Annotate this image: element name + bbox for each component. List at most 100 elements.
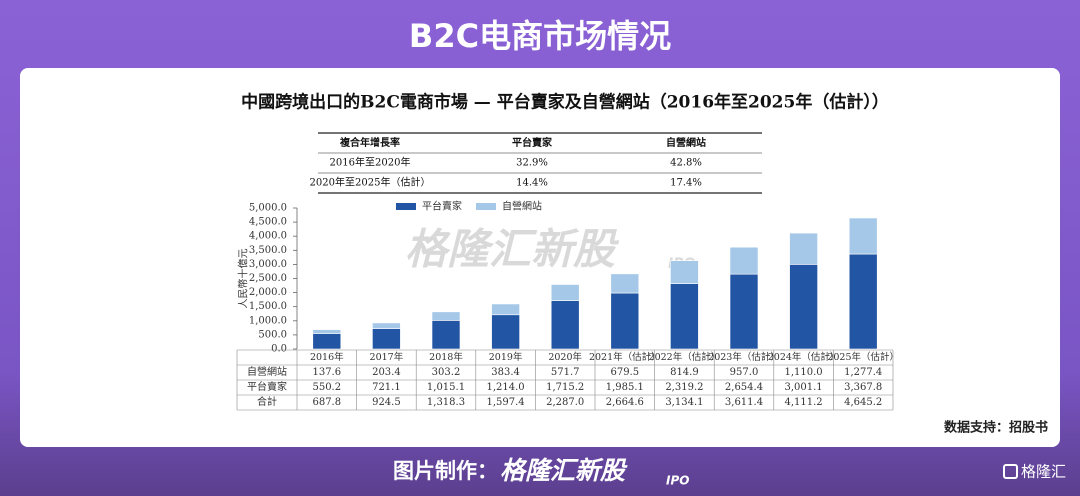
data-table-cell: 1,015.1 xyxy=(427,382,465,393)
footer-brand: 格隆汇新股 xyxy=(500,456,628,485)
y-tick-label: 2,000.0 xyxy=(249,287,287,298)
bar-segment xyxy=(491,303,520,316)
data-table-cell: 924.5 xyxy=(372,397,401,408)
data-table-cell: 679.5 xyxy=(610,367,639,378)
data-table-cell: 2,654.4 xyxy=(725,382,763,393)
data-table-cell: 4,645.2 xyxy=(844,397,882,408)
data-table-cell: 1,715.2 xyxy=(546,382,584,393)
bar-segment xyxy=(610,273,640,294)
source-note: 数据支持：招股书 xyxy=(944,420,1048,436)
bar-segment xyxy=(670,283,699,350)
x-tick-label: 2017年 xyxy=(370,351,404,363)
legend-label: 平台賣家 xyxy=(422,200,462,213)
bar-segment xyxy=(789,264,818,350)
bar-segment xyxy=(550,284,580,301)
data-table-cell: 3,134.1 xyxy=(665,397,703,408)
y-tick-label: 500.0 xyxy=(258,329,287,340)
data-table-cell: 3,367.8 xyxy=(844,382,882,393)
x-tick-label: 2020年 xyxy=(548,351,582,363)
data-table-cell: 814.9 xyxy=(670,367,699,378)
data-table-cell: 2,287.0 xyxy=(546,397,584,408)
bar-segment xyxy=(312,333,342,350)
footer-tag: IPO xyxy=(666,474,689,488)
cagr-header: 自營網站 xyxy=(666,136,706,149)
x-tick-label: 2024年（估計） xyxy=(768,351,840,363)
logo-text: 格隆汇 xyxy=(1021,463,1066,481)
bar-segment xyxy=(670,260,699,284)
cagr-cell: 2016年至2020年 xyxy=(330,156,411,169)
x-tick-label: 2019年 xyxy=(489,351,523,363)
logo-icon xyxy=(1003,464,1018,479)
data-table-cell: 137.6 xyxy=(312,367,341,378)
data-table-cell: 687.8 xyxy=(312,397,341,408)
chart-title: 中國跨境出口的B2C電商市場 — 平台賣家及自營網站（2016年至2025年（估… xyxy=(241,92,889,113)
cagr-cell: 17.4% xyxy=(670,178,702,189)
bar-segment xyxy=(729,246,759,275)
bar-segment xyxy=(491,314,520,350)
cagr-cell: 2020年至2025年（估計） xyxy=(310,176,431,189)
y-tick-label: 5,000.0 xyxy=(249,203,287,214)
bar-segment xyxy=(729,273,759,350)
y-tick-label: 1,000.0 xyxy=(249,315,287,326)
cagr-cell: 32.9% xyxy=(516,158,548,169)
card xyxy=(20,68,1060,447)
y-tick-label: 2,500.0 xyxy=(249,273,287,284)
bar-segment xyxy=(431,311,461,321)
data-table-cell: 383.4 xyxy=(491,367,520,378)
data-table-cell: 1,277.4 xyxy=(844,367,882,378)
y-tick-label: 3,000.0 xyxy=(249,259,287,270)
data-table-cell: 1,318.3 xyxy=(427,397,465,408)
y-tick-label: 4,500.0 xyxy=(249,217,287,228)
data-table-cell: 2,319.2 xyxy=(665,382,703,393)
bar-segment xyxy=(372,322,401,329)
data-table-cell: 303.2 xyxy=(432,367,461,378)
data-table-cell: 1,110.0 xyxy=(785,367,823,378)
data-table-cell: 3,611.4 xyxy=(725,397,763,408)
data-table-cell: 721.1 xyxy=(372,382,401,393)
cagr-header: 複合年增長率 xyxy=(339,136,400,149)
bar-segment xyxy=(848,217,878,255)
bar-segment xyxy=(431,320,461,350)
watermark: 格隆汇新股 IPO xyxy=(405,225,695,274)
x-tick-label: 2016年 xyxy=(310,351,344,363)
y-tick-label: 3,500.0 xyxy=(249,245,287,256)
bar-segment xyxy=(610,292,640,350)
data-table-row-name: 自營網站 xyxy=(247,365,287,378)
y-axis-label: 人民幣十億元 xyxy=(237,249,250,309)
cagr-cell: 42.8% xyxy=(670,158,702,169)
data-table-row-name: 平台賣家 xyxy=(247,380,287,393)
x-tick-label: 2025年（估計） xyxy=(827,351,899,363)
bar-segment xyxy=(848,253,878,350)
x-tick-label: 2023年（估計） xyxy=(708,351,780,363)
cagr-cell: 14.4% xyxy=(516,178,548,189)
data-table-cell: 957.0 xyxy=(730,367,759,378)
data-table-cell: 3,001.1 xyxy=(785,382,823,393)
header-title: B2C电商市场情况 xyxy=(409,17,671,55)
data-table-cell: 203.4 xyxy=(372,367,401,378)
watermark-brand: 格隆汇新股 xyxy=(405,225,620,274)
x-tick-label: 2022年（估計） xyxy=(649,351,721,363)
x-tick-label: 2021年（估計） xyxy=(589,351,661,363)
y-tick-label: 4,000.0 xyxy=(249,231,287,242)
legend-label: 自營網站 xyxy=(502,200,542,213)
x-tick-label: 2018年 xyxy=(429,351,463,363)
data-table-cell: 2,664.6 xyxy=(606,397,644,408)
legend-swatch xyxy=(476,203,496,210)
data-table-cell: 1,214.0 xyxy=(487,382,525,393)
bar-segment xyxy=(372,328,401,350)
data-table-row-name: 合計 xyxy=(257,395,277,408)
data-table-cell: 1,985.1 xyxy=(606,382,644,393)
footer-label: 图片制作： xyxy=(393,459,498,483)
legend-swatch xyxy=(396,203,416,210)
bar-segment xyxy=(312,329,342,334)
cagr-header: 平台賣家 xyxy=(512,136,553,149)
y-tick-label: 0.0 xyxy=(271,344,287,355)
data-table-cell: 4,111.2 xyxy=(785,397,823,408)
data-table-cell: 550.2 xyxy=(312,382,341,393)
bar-segment xyxy=(550,300,580,350)
bar-segment xyxy=(789,232,818,265)
data-table-cell: 571.7 xyxy=(551,367,580,378)
y-tick-label: 1,500.0 xyxy=(249,301,287,312)
data-table-cell: 1,597.4 xyxy=(487,397,525,408)
